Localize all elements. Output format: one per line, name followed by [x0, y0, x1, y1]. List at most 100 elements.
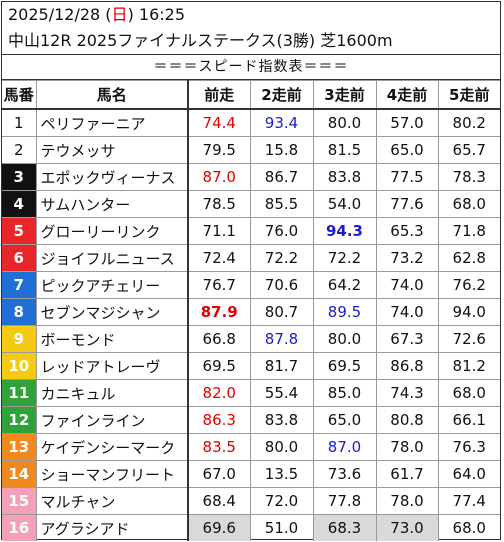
- speed-index-cell: 61.7: [375, 460, 439, 488]
- speed-index-cell: 81.5: [312, 136, 377, 164]
- speed-index-cell: 73.0: [375, 514, 439, 541]
- horse-number: 14: [2, 460, 37, 488]
- speed-index-cell: 65.7: [437, 136, 500, 164]
- speed-index-cell: 77.5: [375, 163, 439, 191]
- speed-index-cell: 72.2: [312, 244, 377, 272]
- speed-index-cell: 67.0: [187, 460, 251, 488]
- speed-index-cell: 94.3: [312, 217, 377, 245]
- speed-index-cell: 68.0: [437, 190, 500, 218]
- col-header-4ago: 4走前: [375, 80, 439, 110]
- horse-name: ペリファーニア: [35, 108, 189, 137]
- speed-index-cell: 86.3: [187, 406, 251, 434]
- speed-index-cell: 89.5: [312, 298, 377, 326]
- speed-index-cell: 68.0: [437, 379, 500, 407]
- speed-index-cell: 93.4: [249, 108, 314, 137]
- horse-name: テウメッサ: [35, 136, 189, 164]
- speed-index-cell: 87.0: [312, 433, 377, 461]
- table-row: 3 エポックヴィーナス 87.0 86.7 83.8 77.5 78.3: [2, 163, 500, 191]
- table-row: 1 ペリファーニア 74.4 93.4 80.0 57.0 80.2: [2, 108, 500, 137]
- speed-index-cell: 69.5: [312, 352, 377, 380]
- speed-index-cell: 64.0: [437, 460, 500, 488]
- speed-index-cell: 87.0: [187, 163, 251, 191]
- horse-number: 5: [2, 217, 37, 245]
- speed-index-cell: 68.4: [187, 487, 251, 515]
- horse-name: サムハンター: [35, 190, 189, 218]
- race-date: 2025/12/28: [8, 5, 101, 24]
- table-row: 8 セブンマジシャン 87.9 80.7 89.5 74.0 94.0: [2, 298, 500, 326]
- horse-name: ピックアチェリー: [35, 271, 189, 299]
- speed-index-cell: 69.5: [187, 352, 251, 380]
- table-row: 5 グローリーリンク 71.1 76.0 94.3 65.3 71.8: [2, 217, 500, 245]
- speed-index-cell: 76.2: [437, 271, 500, 299]
- table-row: 6 ジョイフルニュース 72.4 72.2 72.2 73.2 62.8: [2, 244, 500, 272]
- col-header-last: 前走: [187, 80, 251, 110]
- speed-index-cell: 72.2: [249, 244, 314, 272]
- horse-name: ボーモンド: [35, 325, 189, 353]
- speed-index-cell: 71.8: [437, 217, 500, 245]
- speed-index-cell: 68.0: [437, 514, 500, 541]
- col-header-number: 馬番: [2, 80, 37, 110]
- table-row: 15 マルチャン 68.4 72.0 77.8 78.0 77.4: [2, 487, 500, 515]
- horse-number: 4: [2, 190, 37, 218]
- table-row: 9 ボーモンド 66.8 87.8 80.0 67.3 72.6: [2, 325, 500, 353]
- speed-index-cell: 80.2: [437, 108, 500, 137]
- speed-index-cell: 73.6: [312, 460, 377, 488]
- speed-index-cell: 76.7: [187, 271, 251, 299]
- table-row: 13 ケイデンシーマーク 83.5 80.0 87.0 78.0 76.3: [2, 433, 500, 461]
- speed-index-cell: 78.3: [437, 163, 500, 191]
- speed-index-cell: 67.3: [375, 325, 439, 353]
- horse-number: 7: [2, 271, 37, 299]
- speed-index-cell: 72.6: [437, 325, 500, 353]
- col-header-3ago: 3走前: [312, 80, 377, 110]
- speed-index-cell: 80.0: [312, 108, 377, 137]
- horse-name: カニキュル: [35, 379, 189, 407]
- col-header-5ago: 5走前: [437, 80, 500, 110]
- race-weekday: 日: [111, 5, 128, 24]
- speed-index-cell: 66.1: [437, 406, 500, 434]
- speed-index-cell: 82.0: [187, 379, 251, 407]
- race-time: 16:25: [138, 5, 185, 24]
- speed-index-cell: 66.8: [187, 325, 251, 353]
- speed-index-cell: 78.5: [187, 190, 251, 218]
- speed-index-cell: 13.5: [249, 460, 314, 488]
- speed-index-cell: 74.4: [187, 108, 251, 137]
- table-row: 14 ショーマンフリート 67.0 13.5 73.6 61.7 64.0: [2, 460, 500, 488]
- speed-index-cell: 69.6: [187, 514, 251, 541]
- speed-index-cell: 81.7: [249, 352, 314, 380]
- horse-number: 9: [2, 325, 37, 353]
- horse-number: 10: [2, 352, 37, 380]
- table-subtitle: ＝＝＝スピード指数表＝＝＝: [2, 55, 500, 80]
- speed-index-cell: 57.0: [375, 108, 439, 137]
- speed-index-cell: 80.0: [249, 433, 314, 461]
- horse-number: 12: [2, 406, 37, 434]
- speed-index-cell: 65.0: [375, 136, 439, 164]
- speed-index-cell: 94.0: [437, 298, 500, 326]
- speed-index-cell: 74.3: [375, 379, 439, 407]
- horse-number: 2: [2, 136, 37, 164]
- speed-index-cell: 78.0: [375, 433, 439, 461]
- speed-index-cell: 70.6: [249, 271, 314, 299]
- header-row: 馬番 馬名 前走 2走前 3走前 4走前 5走前: [2, 80, 500, 110]
- speed-index-cell: 78.0: [375, 487, 439, 515]
- race-title: 中山12R 2025ファイナルステークス(3勝) 芝1600m: [8, 31, 393, 50]
- speed-index-cell: 68.3: [312, 514, 377, 541]
- horse-number: 8: [2, 298, 37, 326]
- horse-name: マルチャン: [35, 487, 189, 515]
- speed-index-cell: 85.0: [312, 379, 377, 407]
- horse-name: アグラシアド: [35, 514, 189, 541]
- horse-number: 13: [2, 433, 37, 461]
- speed-index-cell: 62.8: [437, 244, 500, 272]
- speed-index-cell: 77.8: [312, 487, 377, 515]
- speed-index-cell: 77.6: [375, 190, 439, 218]
- table-row: 4 サムハンター 78.5 85.5 54.0 77.6 68.0: [2, 190, 500, 218]
- speed-index-cell: 83.8: [312, 163, 377, 191]
- horse-number: 15: [2, 487, 37, 515]
- speed-index-cell: 65.3: [375, 217, 439, 245]
- horse-number: 11: [2, 379, 37, 407]
- horse-name: レッドアトレーヴ: [35, 352, 189, 380]
- speed-index-cell: 71.1: [187, 217, 251, 245]
- horse-name: ファインライン: [35, 406, 189, 434]
- speed-index-cell: 73.2: [375, 244, 439, 272]
- horse-name: エポックヴィーナス: [35, 163, 189, 191]
- horse-name: ケイデンシーマーク: [35, 433, 189, 461]
